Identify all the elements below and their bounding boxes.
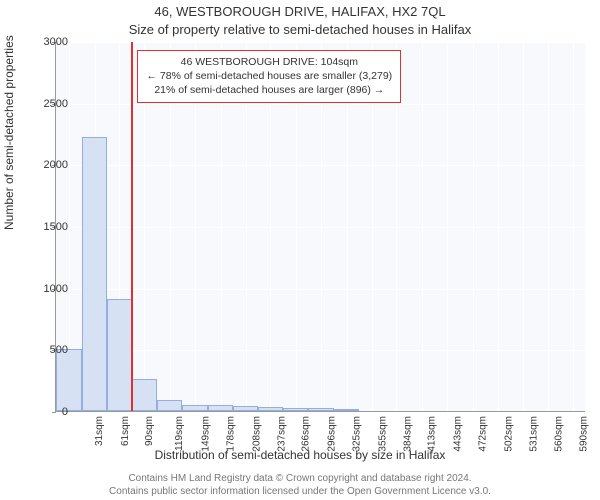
xtick-label: 31sqm (94, 416, 105, 446)
gridline-v (422, 42, 423, 411)
xtick-label: 590sqm (579, 416, 590, 452)
xtick-label: 413sqm (427, 416, 438, 452)
xtick-label: 178sqm (226, 416, 237, 452)
annotation-line3: 21% of semi-detached houses are larger (… (146, 83, 392, 97)
gridline-v (523, 42, 524, 411)
chart-title-line1: 46, WESTBOROUGH DRIVE, HALIFAX, HX2 7QL (0, 4, 600, 19)
x-axis-label: Distribution of semi-detached houses by … (0, 448, 600, 462)
histogram-bar (107, 299, 133, 411)
histogram-bar (132, 379, 157, 411)
plot-area: 46 WESTBOROUGH DRIVE: 104sqm← 78% of sem… (55, 42, 585, 412)
histogram-bar (233, 406, 259, 411)
gridline-v (573, 42, 574, 411)
xtick-label: 266sqm (301, 416, 312, 452)
annotation-line1: 46 WESTBOROUGH DRIVE: 104sqm (146, 55, 392, 69)
chart-title-line2: Size of property relative to semi-detach… (0, 22, 600, 37)
footer-line1: Contains HM Land Registry data © Crown c… (128, 473, 471, 484)
xtick-label: 119sqm (174, 416, 185, 451)
gridline-v (498, 42, 499, 411)
ytick-label: 1000 (28, 283, 68, 295)
histogram-bar (157, 400, 182, 411)
ytick-label: 1500 (28, 221, 68, 233)
xtick-label: 502sqm (503, 416, 514, 452)
footer-line2: Contains public sector information licen… (109, 486, 491, 497)
histogram-bar (208, 405, 233, 411)
histogram-bar (334, 409, 359, 411)
xtick-label: 560sqm (553, 416, 564, 452)
xtick-label: 237sqm (276, 416, 287, 452)
histogram-bar (283, 408, 308, 411)
ytick-label: 500 (28, 344, 68, 356)
reference-line (131, 42, 133, 411)
histogram-bar (182, 405, 208, 411)
ytick-label: 2000 (28, 159, 68, 171)
xtick-label: 296sqm (327, 416, 338, 452)
xtick-label: 531sqm (528, 416, 539, 452)
y-axis-label: Number of semi-detached properties (2, 35, 16, 230)
ytick-label: 0 (28, 406, 68, 418)
xtick-label: 384sqm (402, 416, 413, 452)
ytick-label: 2500 (28, 98, 68, 110)
xtick-label: 61sqm (120, 416, 131, 446)
histogram-bar (56, 349, 82, 411)
xtick-label: 90sqm (144, 416, 155, 446)
gridline-v (473, 42, 474, 411)
histogram-bar (258, 407, 283, 411)
xtick-label: 443sqm (453, 416, 464, 452)
gridline-v (447, 42, 448, 411)
xtick-label: 149sqm (201, 416, 212, 452)
xtick-label: 325sqm (352, 416, 363, 452)
gridline-v (548, 42, 549, 411)
xtick-label: 355sqm (377, 416, 388, 452)
ytick-label: 3000 (28, 36, 68, 48)
annotation-line2: ← 78% of semi-detached houses are smalle… (146, 69, 392, 83)
annotation-box: 46 WESTBOROUGH DRIVE: 104sqm← 78% of sem… (137, 50, 401, 103)
footer-attribution: Contains HM Land Registry data © Crown c… (0, 472, 600, 498)
histogram-bar (308, 408, 334, 411)
xtick-label: 208sqm (251, 416, 262, 452)
histogram-bar (82, 137, 107, 411)
xtick-label: 472sqm (478, 416, 489, 452)
chart-container: 46, WESTBOROUGH DRIVE, HALIFAX, HX2 7QL … (0, 0, 600, 500)
